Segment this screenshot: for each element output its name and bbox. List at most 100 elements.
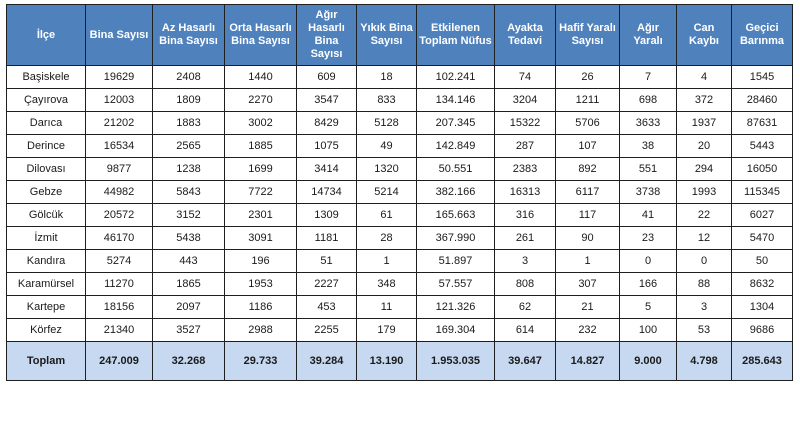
value-cell: 38: [619, 134, 677, 158]
value-cell: 87631: [731, 111, 793, 135]
value-cell: 1186: [224, 295, 297, 319]
value-cell: 15322: [494, 111, 556, 135]
value-cell: 207.345: [416, 111, 495, 135]
value-cell: 833: [356, 88, 417, 112]
value-cell: 5470: [731, 226, 793, 250]
district-cell: Kandıra: [6, 249, 86, 273]
district-cell: Gölcük: [6, 203, 86, 227]
table-row: Kartepe 18156 2097 1186 453 11 121.326 62 21 5 3 13…: [6, 295, 793, 319]
column-header: Bina Sayısı: [85, 4, 153, 66]
value-cell: 294: [676, 157, 732, 181]
column-header: Yıkık Bina Sayısı: [356, 4, 417, 66]
value-cell: 22: [676, 203, 732, 227]
value-cell: 1: [555, 249, 620, 273]
value-cell: 551: [619, 157, 677, 181]
total-value-cell: 285.643: [731, 341, 793, 381]
value-cell: 179: [356, 318, 417, 342]
value-cell: 3152: [152, 203, 225, 227]
district-cell: Körfez: [6, 318, 86, 342]
value-cell: 382.166: [416, 180, 495, 204]
table-footer: Toplam 247.009 32.268 29.733 39.284 13.190 1.9…: [6, 341, 793, 381]
value-cell: 6117: [555, 180, 620, 204]
value-cell: 3527: [152, 318, 225, 342]
value-cell: 20: [676, 134, 732, 158]
table-header: İlçe Bina Sayısı Az Hasarlı Bina Sayısı Ort…: [6, 4, 793, 66]
total-value-cell: 39.647: [494, 341, 556, 381]
district-cell: Derince: [6, 134, 86, 158]
value-cell: 5128: [356, 111, 417, 135]
value-cell: 1238: [152, 157, 225, 181]
value-cell: 1885: [224, 134, 297, 158]
value-cell: 3: [494, 249, 556, 273]
value-cell: 3547: [296, 88, 357, 112]
total-value-cell: 4.798: [676, 341, 732, 381]
value-cell: 7722: [224, 180, 297, 204]
value-cell: 44982: [85, 180, 153, 204]
value-cell: 16534: [85, 134, 153, 158]
value-cell: 5438: [152, 226, 225, 250]
value-cell: 609: [296, 65, 357, 89]
value-cell: 169.304: [416, 318, 495, 342]
value-cell: 117: [555, 203, 620, 227]
value-cell: 348: [356, 272, 417, 296]
value-cell: 134.146: [416, 88, 495, 112]
damage-table-container: İlçe Bina Sayısı Az Hasarlı Bina Sayısı Ort…: [6, 4, 793, 381]
value-cell: 1: [356, 249, 417, 273]
value-cell: 8429: [296, 111, 357, 135]
table-row: Karamürsel 11270 1865 1953 2227 348 57.557 808 3…: [6, 272, 793, 296]
district-cell: İzmit: [6, 226, 86, 250]
value-cell: 196: [224, 249, 297, 273]
district-cell: Darıca: [6, 111, 86, 135]
value-cell: 1883: [152, 111, 225, 135]
value-cell: 307: [555, 272, 620, 296]
value-cell: 5: [619, 295, 677, 319]
value-cell: 121.326: [416, 295, 495, 319]
value-cell: 46170: [85, 226, 153, 250]
table-row: Başiskele 19629 2408 1440 609 18 102.241 74 26 7 4…: [6, 65, 793, 89]
value-cell: 165.663: [416, 203, 495, 227]
value-cell: 28460: [731, 88, 793, 112]
district-cell: Gebze: [6, 180, 86, 204]
column-header: Orta Hasarlı Bina Sayısı: [224, 4, 297, 66]
value-cell: 453: [296, 295, 357, 319]
value-cell: 2383: [494, 157, 556, 181]
value-cell: 1953: [224, 272, 297, 296]
value-cell: 698: [619, 88, 677, 112]
value-cell: 5214: [356, 180, 417, 204]
value-cell: 74: [494, 65, 556, 89]
value-cell: 18: [356, 65, 417, 89]
value-cell: 367.990: [416, 226, 495, 250]
value-cell: 1937: [676, 111, 732, 135]
value-cell: 61: [356, 203, 417, 227]
value-cell: 49: [356, 134, 417, 158]
total-value-cell: 29.733: [224, 341, 297, 381]
total-value-cell: 1.953.035: [416, 341, 495, 381]
value-cell: 5706: [555, 111, 620, 135]
value-cell: 142.849: [416, 134, 495, 158]
total-value-cell: 32.268: [152, 341, 225, 381]
value-cell: 115345: [731, 180, 793, 204]
value-cell: 50.551: [416, 157, 495, 181]
value-cell: 102.241: [416, 65, 495, 89]
value-cell: 3091: [224, 226, 297, 250]
column-header: Ağır Yaralı: [619, 4, 677, 66]
total-row: Toplam 247.009 32.268 29.733 39.284 13.190 1.9…: [6, 341, 793, 381]
value-cell: 1181: [296, 226, 357, 250]
value-cell: 88: [676, 272, 732, 296]
total-value-cell: 9.000: [619, 341, 677, 381]
value-cell: 3414: [296, 157, 357, 181]
value-cell: 7: [619, 65, 677, 89]
value-cell: 3204: [494, 88, 556, 112]
value-cell: 8632: [731, 272, 793, 296]
value-cell: 50: [731, 249, 793, 273]
value-cell: 5443: [731, 134, 793, 158]
table-row: Körfez 21340 3527 2988 2255 179 169.304 614 232 1…: [6, 318, 793, 342]
value-cell: 41: [619, 203, 677, 227]
value-cell: 14734: [296, 180, 357, 204]
value-cell: 21202: [85, 111, 153, 135]
value-cell: 18156: [85, 295, 153, 319]
value-cell: 57.557: [416, 272, 495, 296]
value-cell: 2097: [152, 295, 225, 319]
value-cell: 1545: [731, 65, 793, 89]
value-cell: 614: [494, 318, 556, 342]
